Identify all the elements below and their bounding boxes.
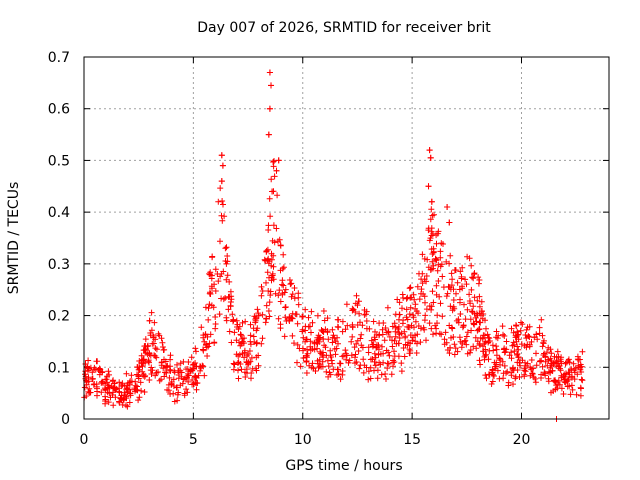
x-tick-label: 5 xyxy=(189,432,198,448)
grid-lines xyxy=(84,57,609,419)
peak-point xyxy=(269,188,276,195)
peak-point xyxy=(428,198,435,205)
x-tick-label: 15 xyxy=(403,432,421,448)
y-tick-label: 0.6 xyxy=(48,102,70,118)
y-tick-label: 0.5 xyxy=(48,153,70,169)
peak-point xyxy=(268,82,275,89)
peak-point xyxy=(218,178,225,185)
peak-point xyxy=(266,105,273,112)
peak-point xyxy=(275,157,282,164)
peak-point xyxy=(219,162,226,169)
peak-point xyxy=(426,147,433,154)
peak-point xyxy=(425,183,432,190)
peak-point xyxy=(446,219,453,226)
scatter-markers xyxy=(81,69,586,422)
y-tick-label: 0.2 xyxy=(48,309,70,325)
x-axis-label: GPS time / hours xyxy=(285,458,402,474)
peak-point xyxy=(265,131,272,138)
peak-point xyxy=(218,152,225,159)
y-tick-label: 0.4 xyxy=(48,205,70,221)
peak-point xyxy=(266,69,273,76)
y-tick-label: 0.1 xyxy=(48,360,70,376)
plot-frame xyxy=(83,56,610,420)
y-axis-label: SRMTID / TECUs xyxy=(6,182,22,295)
peak-point xyxy=(444,203,451,210)
axis-ticks: 0 0.1 0.2 0.3 0.4 0.5 0.6 0.7 0 5 10 15 20 xyxy=(48,50,609,448)
chart-title: Day 007 of 2026, SRMTID for receiver bri… xyxy=(197,20,491,36)
peak-point xyxy=(427,154,434,161)
x-tick-label: 0 xyxy=(80,432,89,448)
y-tick-label: 0 xyxy=(61,412,70,428)
y-tick-label: 0.7 xyxy=(48,50,70,66)
peak-point xyxy=(146,317,153,324)
x-tick-label: 20 xyxy=(513,432,531,448)
y-tick-label: 0.3 xyxy=(48,257,70,273)
x-tick-label: 10 xyxy=(294,432,312,448)
data-points xyxy=(81,69,586,422)
peak-point xyxy=(273,167,280,174)
